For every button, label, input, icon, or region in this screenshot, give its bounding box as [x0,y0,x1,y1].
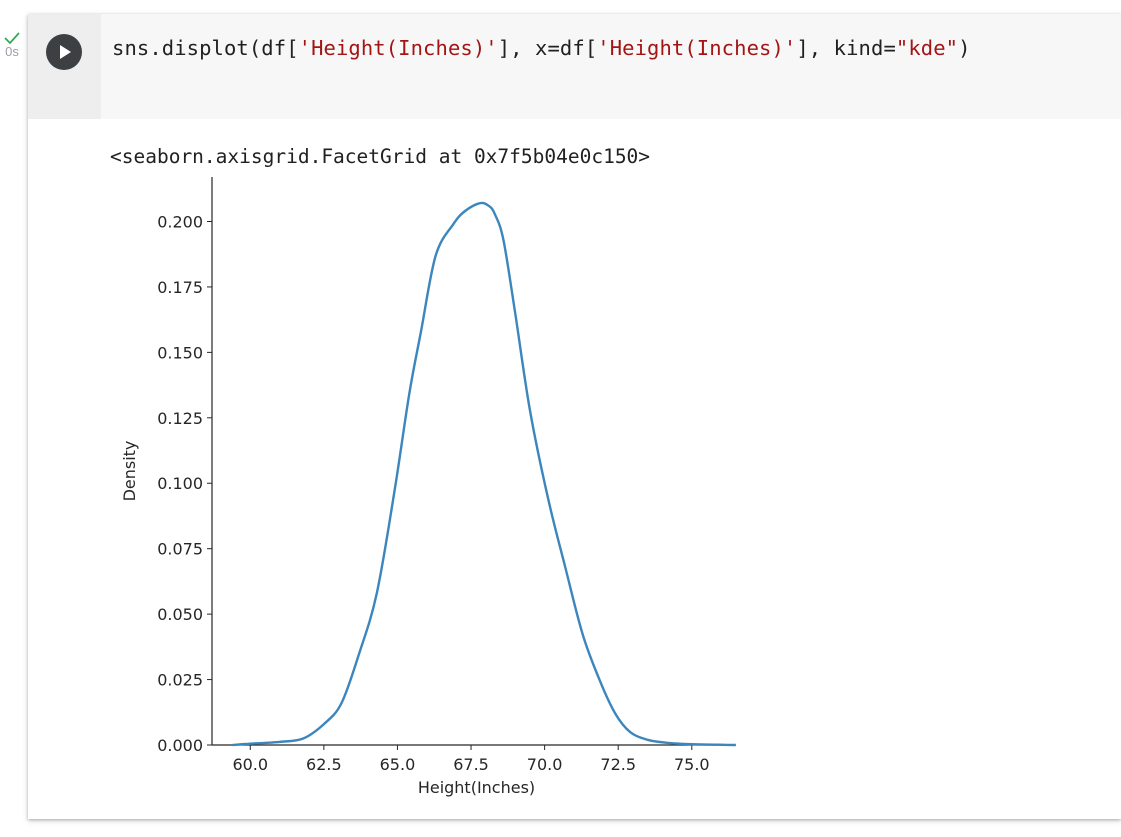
code-token-string: 'Height(Inches)' [298,36,498,60]
code-token: sns.displot(df[ [112,36,299,60]
y-tick-label: 0.200 [157,212,203,231]
x-axis-label: Height(Inches) [418,778,535,797]
y-tick-label: 0.050 [157,605,203,624]
cell-output: <seaborn.axisgrid.FacetGrid at 0x7f5b04e… [28,119,1121,819]
check-icon [4,32,20,45]
code-editor[interactable]: sns.displot(df['Height(Inches)'], x=df['… [112,36,971,60]
y-tick-label: 0.075 [157,540,203,559]
execution-time: 0s [5,44,19,59]
code-token: ], kind= [796,36,896,60]
y-tick-label: 0.100 [157,474,203,493]
code-cell[interactable]: sns.displot(df['Height(Inches)'], x=df['… [28,14,1121,819]
execution-status: 0s [0,30,24,59]
output-repr: <seaborn.axisgrid.FacetGrid at 0x7f5b04e… [110,145,651,168]
y-tick-label: 0.025 [157,671,203,690]
x-tick-label: 60.0 [232,755,268,774]
y-tick-label: 0.125 [157,409,203,428]
code-token-string: 'Height(Inches)' [597,36,797,60]
code-token: ) [958,36,971,60]
run-cell-button[interactable] [46,34,82,70]
y-tick-label: 0.150 [157,343,203,362]
code-token-string: "kde" [895,36,959,60]
kde-density-line [232,201,736,747]
y-tick-label: 0.000 [157,736,203,755]
x-tick-label: 75.0 [674,755,710,774]
y-axis-label: Density [120,441,139,502]
cell-input[interactable]: sns.displot(df['Height(Inches)'], x=df['… [28,14,1121,119]
x-tick-label: 70.0 [527,755,563,774]
kde-plot: 0.000 0.025 0.050 0.075 0.100 0.125 0.150 0.175… [120,177,736,797]
y-tick-label: 0.175 [157,278,203,297]
x-tick-label: 65.0 [380,755,416,774]
play-icon [60,45,71,59]
cell-gutter [28,14,101,119]
x-tick-label: 72.5 [600,755,636,774]
x-tick-label: 67.5 [453,755,489,774]
x-tick-label: 62.5 [306,755,342,774]
code-token: ], x=df[ [497,36,598,60]
